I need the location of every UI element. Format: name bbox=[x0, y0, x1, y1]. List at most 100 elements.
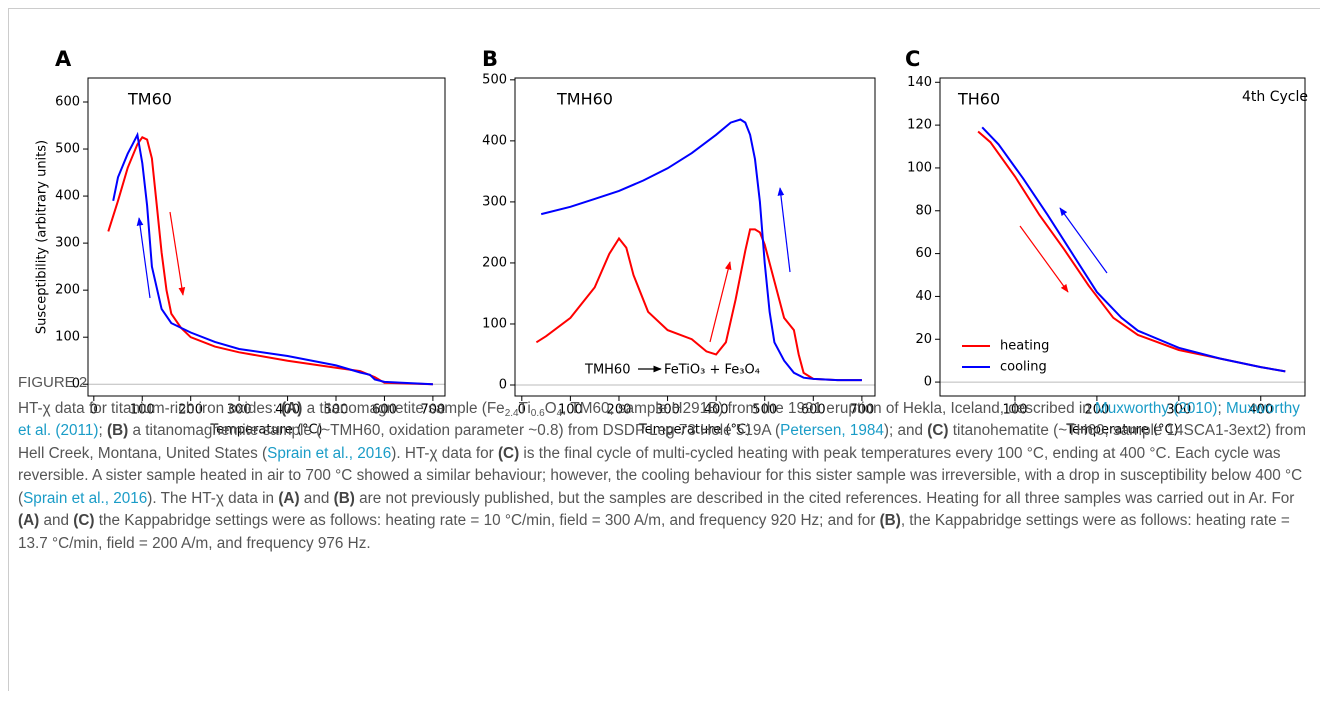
arrow bbox=[777, 187, 791, 273]
x-tick-label: 300 bbox=[655, 403, 680, 418]
plot-frame bbox=[87, 77, 446, 397]
y-tick-label: 400 bbox=[482, 133, 507, 148]
arrow bbox=[1059, 207, 1108, 274]
data-line bbox=[107, 136, 433, 386]
citation-link[interactable]: Muxworthy et al. (2011) bbox=[18, 399, 1300, 440]
arrows bbox=[136, 187, 1108, 373]
caption-segment: , the Kappabridge settings were as follo… bbox=[18, 512, 1290, 552]
figure-label: FIGURE 2 bbox=[18, 374, 88, 391]
caption-segment: (C) bbox=[73, 512, 95, 529]
y-tick-label: 140 bbox=[907, 75, 932, 90]
caption-segment: Ti bbox=[518, 399, 531, 417]
caption-segment: 0.6 bbox=[530, 407, 545, 419]
y-tick-label: 600 bbox=[55, 94, 80, 109]
panel-label: B bbox=[482, 47, 498, 71]
caption-segment: HT-χ data for titanium-rich iron oxides: bbox=[18, 399, 282, 417]
caption-segment: O bbox=[544, 399, 557, 417]
x-axis-label: Temperature (°C) bbox=[209, 423, 322, 438]
arrow bbox=[709, 261, 732, 343]
arrow bbox=[169, 211, 186, 296]
x-tick-label: 100 bbox=[130, 403, 155, 418]
caption-segment: ); and bbox=[883, 422, 928, 439]
caption-segment: 2.4 bbox=[504, 407, 519, 419]
citation-link[interactable]: Sprain et al., 2016 bbox=[267, 444, 392, 462]
data-line bbox=[981, 126, 1286, 373]
data-line bbox=[540, 118, 862, 382]
x-axis-label: Temperature (°C) bbox=[638, 423, 751, 438]
annotation: 4th Cycle bbox=[1242, 89, 1308, 105]
y-tick-label: 0 bbox=[72, 377, 80, 392]
citation-link[interactable]: Sprain et al., 2016 bbox=[23, 489, 148, 507]
caption-text: HT-χ data for titanium-rich iron oxides:… bbox=[18, 398, 1313, 556]
x-tick-label: 200 bbox=[607, 403, 632, 418]
x-tick-label: 700 bbox=[849, 403, 874, 418]
plot-frame bbox=[514, 77, 876, 397]
citation-link[interactable]: Muxworthy (2010) bbox=[1095, 399, 1218, 417]
caption-segment: (A) bbox=[18, 512, 40, 529]
frame bbox=[8, 8, 1320, 691]
x-tick-label: 700 bbox=[420, 403, 445, 418]
y-tick-label: 300 bbox=[482, 194, 507, 209]
arrow bbox=[1019, 225, 1069, 293]
caption-segment: and bbox=[299, 489, 334, 507]
caption-segment: (C) bbox=[927, 422, 949, 439]
plot-frame bbox=[939, 77, 1306, 397]
caption-segment: ; bbox=[1217, 399, 1226, 417]
x-tick-label: 600 bbox=[372, 403, 397, 418]
annotation: TMH60 bbox=[584, 363, 630, 378]
caption-segment: (C) bbox=[497, 444, 520, 462]
x-tick-label: 300 bbox=[227, 403, 252, 418]
x-tick-label: 400 bbox=[275, 403, 300, 418]
y-tick-label: 500 bbox=[55, 142, 80, 157]
panel-label: A bbox=[55, 47, 72, 71]
caption-segment: ). The HT-χ data in bbox=[147, 489, 279, 507]
y-tick-label: 100 bbox=[55, 330, 80, 345]
data-line bbox=[535, 228, 862, 382]
x-tick-label: 200 bbox=[1084, 403, 1109, 418]
caption-segment: a titanomaghemite sample (~TMH60, oxidat… bbox=[128, 422, 781, 439]
caption-segment: 4 bbox=[556, 407, 563, 419]
x-tick-label: 200 bbox=[178, 403, 203, 418]
x-tick-label: 100 bbox=[1003, 403, 1028, 418]
data-line bbox=[977, 130, 1286, 373]
y-tick-label: 100 bbox=[482, 316, 507, 331]
y-tick-label: 40 bbox=[915, 289, 932, 304]
caption-segment: (A) bbox=[281, 399, 303, 417]
y-tick-label: 0 bbox=[924, 375, 932, 390]
y-tick-label: 500 bbox=[482, 72, 507, 87]
citation-link[interactable]: Petersen, 1984 bbox=[780, 422, 884, 439]
x-tick-label: 300 bbox=[1166, 403, 1191, 418]
y-tick-label: 200 bbox=[55, 283, 80, 298]
annotation: TM60 bbox=[127, 90, 172, 109]
caption: FIGURE 2 HT-χ data for titanium-rich iro… bbox=[18, 372, 1313, 555]
panel-label: C bbox=[905, 47, 920, 71]
annotation: FeTiO₃ + Fe₃O₄ bbox=[664, 363, 760, 378]
y-axis-label: Susceptibility (arbitrary units) bbox=[35, 140, 50, 334]
legend-label: heating bbox=[1000, 339, 1049, 354]
caption-segment: ; bbox=[98, 422, 107, 439]
y-tick-label: 400 bbox=[55, 189, 80, 204]
caption-segment: the Kappabridge settings were as follows… bbox=[94, 512, 880, 529]
y-tick-label: 80 bbox=[915, 203, 932, 218]
y-tick-label: 200 bbox=[482, 255, 507, 270]
y-tick-label: 100 bbox=[907, 160, 932, 175]
x-axis-label: Temperature (°C) bbox=[1065, 423, 1178, 438]
caption-segment: are not previously published, but the sa… bbox=[354, 489, 1295, 507]
x-tick-label: 400 bbox=[1248, 403, 1273, 418]
y-tick-label: 60 bbox=[915, 246, 932, 261]
caption-segment: ). HT-χ data for bbox=[391, 444, 498, 462]
x-tick-label: 600 bbox=[801, 403, 826, 418]
x-tick-label: 0 bbox=[518, 403, 526, 418]
caption-segment: (B) bbox=[879, 512, 901, 529]
annotation: TH60 bbox=[957, 90, 1000, 109]
y-tick-label: 0 bbox=[499, 378, 507, 393]
annotation: TMH60 bbox=[556, 90, 613, 109]
caption-segment: , TM60, sample H291B) from the 1991 erup… bbox=[562, 399, 1096, 417]
y-tick-label: 20 bbox=[915, 332, 932, 347]
caption-segment: (B) bbox=[333, 489, 355, 507]
legend-label: cooling bbox=[1000, 360, 1047, 375]
x-tick-label: 500 bbox=[324, 403, 349, 418]
caption-segment: titanohematite (~TH60, sample 14SCA1-3ex… bbox=[18, 422, 1307, 462]
caption-segment: a titanomagnetite sample (Fe bbox=[302, 399, 505, 417]
